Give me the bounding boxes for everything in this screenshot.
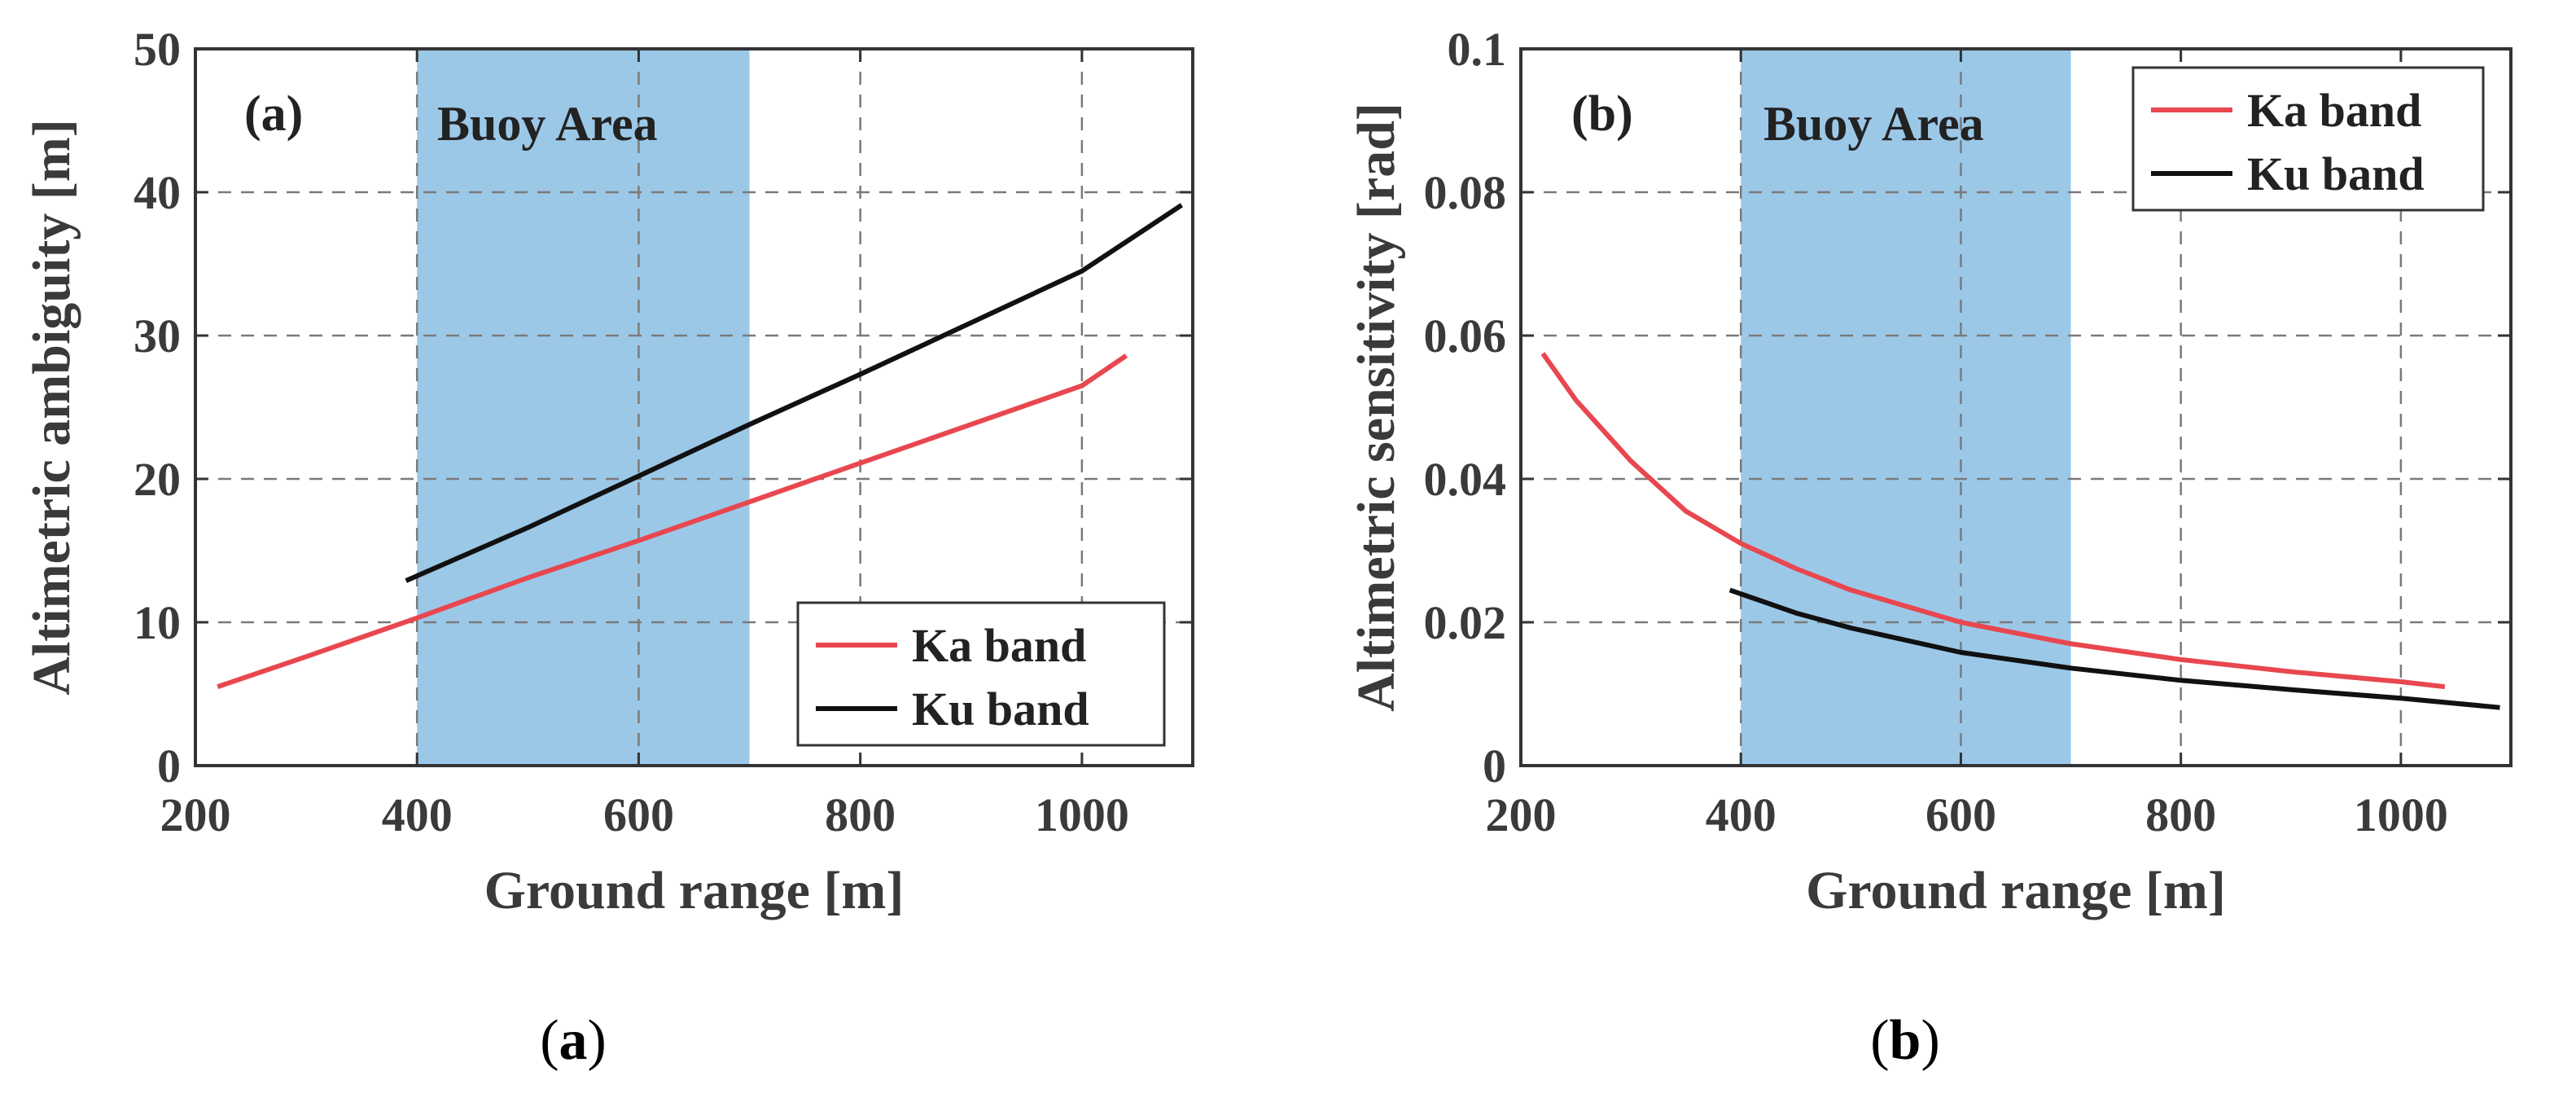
caption-close-paren: ) [1921,1009,1939,1072]
buoy-area-region [1741,49,2071,766]
buoy-area-label: Buoy Area [1763,97,1984,151]
x-tick-label: 200 [160,788,231,841]
panel-label: (b) [1571,86,1633,142]
x-tick-label: 400 [1706,788,1776,841]
panel-caption: (a) [540,1009,607,1072]
series-line-ka-band [1540,352,2446,690]
caption-open-paren: ( [1870,1009,1889,1072]
caption-letter: b [1890,1009,1921,1072]
caption-letter: a [559,1009,588,1072]
y-tick-label: 0.1 [1448,23,1507,76]
legend-box [2131,66,2485,212]
buoy-area-label: Buoy Area [437,97,658,151]
y-tick-label: 0 [1483,740,1506,792]
panel-label: (a) [244,86,303,142]
caption-open-paren: ( [540,1009,559,1072]
y-tick-label: 0.06 [1424,310,1507,362]
x-tick-label: 600 [603,788,674,841]
panel-caption: (b) [1870,1009,1940,1072]
legend-entry-label: Ka band [912,619,1086,672]
x-tick-label: 800 [825,788,896,841]
x-tick-label: 200 [1486,788,1557,841]
x-tick-label: 1000 [1035,788,1129,841]
series-line-ku-band [1728,587,2500,710]
x-tick-label: 600 [1925,788,1996,841]
y-tick-label: 30 [134,310,181,362]
caption-close-paren: ) [588,1009,607,1072]
buoy-area-region [417,49,750,766]
x-tick-label: 800 [2145,788,2216,841]
plot-frame [1519,47,2512,767]
y-axis-title: Altimetric ambiguity [m] [22,119,81,695]
y-tick-label: 0 [157,740,181,792]
y-tick-label: 10 [134,596,181,649]
x-axis-title: Ground range [m] [484,861,905,920]
y-tick-label: 40 [134,166,181,219]
x-tick-label: 400 [382,788,453,841]
legend-entry-label: Ku band [912,683,1089,735]
legend-entry-label: Ku band [2247,147,2425,200]
y-tick-label: 0.04 [1424,453,1507,506]
y-tick-label: 0.02 [1424,596,1507,649]
legend-box [796,601,1166,747]
chart-panel-a: 200 400 600 800 1000 0 10 20 30 40 50 Ground range … [22,23,1194,1072]
y-tick-label: 50 [134,23,181,76]
series-line-ku-band [405,203,1184,583]
series-line-ka-band [217,353,1128,690]
chart-panel-b: 200 400 600 800 1000 0 0.02 0.04 0.06 0.08 0.1 Grou… [1347,23,2512,1072]
legend: Ka band Ku band [2131,66,2485,212]
plot-frame [194,47,1194,767]
legend: Ka band Ku band [796,601,1166,747]
x-tick-label: 1000 [2354,788,2448,841]
legend-entry-label: Ka band [2247,84,2421,137]
x-axis-title: Ground range [m] [1806,861,2226,920]
y-axis-title: Altimetric sensitivity [rad] [1347,103,1406,712]
y-tick-label: 20 [134,453,181,506]
y-tick-label: 0.08 [1424,166,1507,219]
